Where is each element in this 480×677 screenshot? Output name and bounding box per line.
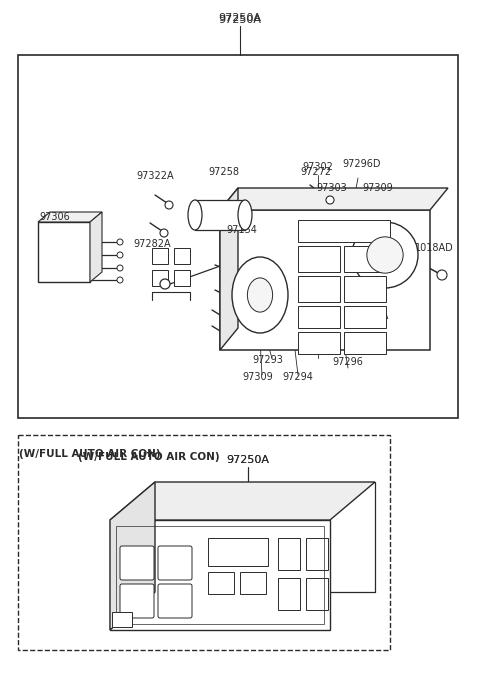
Bar — [306, 538, 328, 570]
Bar — [306, 578, 328, 610]
Text: 97250A: 97250A — [227, 455, 269, 465]
Text: 97250A: 97250A — [218, 13, 262, 23]
Text: 97303: 97303 — [317, 183, 348, 193]
Text: 97302: 97302 — [302, 162, 334, 172]
Bar — [112, 612, 132, 627]
Bar — [18, 435, 390, 650]
Bar — [298, 306, 340, 328]
Circle shape — [160, 279, 170, 289]
Text: 97296: 97296 — [333, 357, 363, 367]
Bar — [174, 270, 190, 286]
Text: 97250A: 97250A — [218, 15, 262, 25]
Bar — [278, 538, 300, 570]
Text: 97282A: 97282A — [133, 239, 171, 249]
Text: (W/FULL AUTO AIR CON): (W/FULL AUTO AIR CON) — [78, 452, 220, 462]
Bar — [208, 538, 268, 566]
Text: 97306: 97306 — [40, 212, 71, 222]
Text: 1018AD: 1018AD — [415, 243, 454, 253]
Text: 97154: 97154 — [227, 225, 257, 235]
Bar — [38, 222, 90, 282]
Bar — [344, 306, 386, 328]
Polygon shape — [90, 212, 102, 282]
Text: 97250A: 97250A — [227, 455, 269, 465]
Text: 97272: 97272 — [300, 167, 332, 177]
Polygon shape — [110, 482, 155, 630]
Text: 97295: 97295 — [302, 347, 334, 357]
Text: (W/FULL AUTO AIR CON): (W/FULL AUTO AIR CON) — [19, 449, 161, 459]
FancyBboxPatch shape — [158, 546, 192, 580]
FancyBboxPatch shape — [158, 584, 192, 618]
Ellipse shape — [232, 257, 288, 333]
Ellipse shape — [352, 222, 418, 288]
Text: 97294: 97294 — [283, 372, 313, 382]
Text: 97293: 97293 — [252, 355, 283, 365]
Bar — [298, 276, 340, 302]
Bar — [344, 332, 386, 354]
Bar — [240, 572, 266, 594]
Text: 97309: 97309 — [362, 183, 394, 193]
Polygon shape — [220, 188, 448, 210]
Circle shape — [117, 239, 123, 245]
Polygon shape — [110, 482, 375, 520]
Bar — [174, 248, 190, 264]
Circle shape — [117, 265, 123, 271]
Bar — [110, 520, 330, 630]
Text: 97322A: 97322A — [136, 171, 174, 181]
Text: 97258: 97258 — [208, 167, 240, 177]
Polygon shape — [38, 212, 102, 222]
Circle shape — [326, 196, 334, 204]
Text: 97309: 97309 — [242, 372, 274, 382]
Circle shape — [437, 270, 447, 280]
Circle shape — [117, 252, 123, 258]
Text: 97296D: 97296D — [343, 159, 381, 169]
Text: 97304A: 97304A — [351, 311, 389, 321]
Bar — [152, 270, 168, 286]
Bar — [18, 55, 458, 418]
Circle shape — [117, 277, 123, 283]
Bar — [220, 210, 430, 350]
Bar — [278, 578, 300, 610]
Bar — [298, 332, 340, 354]
Circle shape — [165, 201, 173, 209]
Bar — [344, 276, 386, 302]
Bar — [298, 246, 340, 272]
Circle shape — [160, 229, 168, 237]
Bar — [152, 248, 168, 264]
Bar — [344, 246, 386, 272]
Bar — [195, 200, 245, 230]
Ellipse shape — [238, 200, 252, 230]
FancyBboxPatch shape — [120, 546, 154, 580]
Bar — [298, 220, 390, 242]
Polygon shape — [220, 188, 238, 350]
FancyBboxPatch shape — [120, 584, 154, 618]
Ellipse shape — [367, 237, 403, 273]
Ellipse shape — [188, 200, 202, 230]
Bar — [208, 572, 234, 594]
Ellipse shape — [247, 278, 273, 312]
Bar — [116, 526, 324, 624]
